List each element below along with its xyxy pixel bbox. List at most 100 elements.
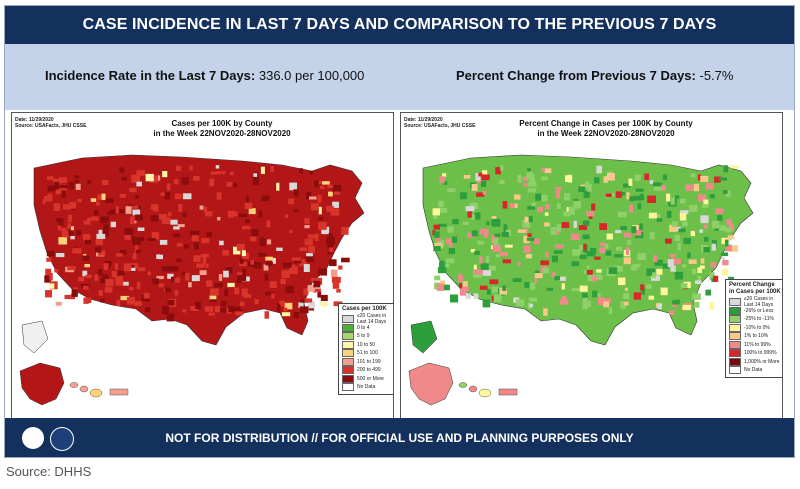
- county-cell: [263, 264, 269, 271]
- county-cell: [697, 174, 701, 181]
- county-cell: [336, 289, 341, 293]
- legend-swatch: [729, 332, 741, 341]
- county-cell: [624, 287, 628, 291]
- county-cell: [182, 212, 187, 218]
- county-cell: [167, 273, 174, 279]
- county-cell: [438, 200, 444, 208]
- county-cell: [318, 222, 327, 230]
- county-cell: [591, 203, 596, 211]
- county-cell: [579, 245, 584, 250]
- county-cell: [666, 210, 672, 218]
- county-cell: [473, 293, 479, 299]
- county-cell: [59, 177, 67, 183]
- county-cell: [134, 301, 142, 306]
- county-cell: [462, 286, 469, 292]
- guam-inset: [21, 320, 49, 354]
- county-cell: [524, 216, 529, 223]
- legend-item: 500 or More: [342, 374, 392, 384]
- county-cell: [69, 202, 77, 209]
- county-cell: [599, 223, 607, 230]
- legend-swatch: [729, 306, 741, 315]
- county-cell: [478, 172, 483, 177]
- county-cell: [100, 216, 109, 224]
- county-cell: [341, 226, 349, 235]
- county-cell: [162, 266, 172, 272]
- county-cell: [209, 295, 217, 300]
- county-cell: [700, 175, 709, 182]
- county-cell: [304, 239, 313, 246]
- county-cell: [326, 205, 334, 213]
- county-cell: [64, 230, 70, 238]
- county-cell: [327, 244, 333, 249]
- county-cell: [583, 191, 590, 198]
- county-cell: [206, 231, 212, 238]
- county-cell: [55, 253, 65, 258]
- county-cell: [434, 242, 443, 249]
- county-cell: [718, 177, 727, 181]
- county-cell: [308, 245, 315, 253]
- county-cell: [245, 195, 249, 203]
- county-cell: [322, 181, 330, 185]
- county-cell: [523, 235, 530, 244]
- county-cell: [586, 251, 596, 257]
- county-cell: [432, 208, 440, 216]
- county-cell: [202, 256, 207, 265]
- county-cell: [178, 203, 183, 212]
- county-cell: [629, 196, 635, 202]
- county-cell: [100, 298, 105, 303]
- county-cell: [254, 299, 259, 305]
- county-cell: [482, 190, 487, 195]
- legend-swatch: [342, 349, 354, 358]
- legend-label: 51 to 100: [357, 350, 378, 357]
- county-cell: [317, 181, 322, 184]
- county-cell: [244, 202, 253, 209]
- county-cell: [674, 271, 683, 280]
- county-cell: [435, 237, 442, 242]
- county-cell: [565, 175, 571, 182]
- county-cell: [228, 305, 235, 313]
- legend-swatch: [342, 323, 354, 332]
- hawaii-inset: [69, 382, 103, 398]
- county-cell: [129, 267, 136, 271]
- county-cell: [45, 268, 52, 276]
- county-cell: [523, 245, 531, 253]
- county-cell: [55, 187, 60, 195]
- incidence-rate-label: Incidence Rate in the Last 7 Days:: [45, 68, 256, 83]
- county-cell: [582, 234, 590, 240]
- county-cell: [131, 174, 141, 183]
- county-cell: [132, 253, 137, 260]
- county-cell: [713, 275, 719, 282]
- county-cell: [182, 309, 187, 313]
- county-cell: [158, 214, 167, 220]
- county-cell: [279, 300, 285, 307]
- county-cell: [162, 310, 169, 315]
- county-cell: [495, 254, 500, 258]
- county-cell: [161, 306, 169, 313]
- county-cell: [653, 185, 663, 191]
- county-cell: [116, 253, 123, 257]
- county-cell: [694, 280, 702, 284]
- county-cell: [341, 257, 350, 263]
- county-cell: [670, 197, 675, 205]
- county-cell: [320, 185, 325, 190]
- county-cell: [233, 184, 237, 188]
- county-cell: [728, 223, 734, 232]
- county-cell: [159, 239, 168, 245]
- county-cell: [470, 249, 476, 253]
- county-cell: [58, 237, 68, 245]
- county-cell: [100, 278, 105, 284]
- county-cell: [253, 173, 258, 180]
- county-cell: [258, 252, 267, 257]
- legend-title: Cases per 100K: [342, 306, 387, 312]
- county-cell: [336, 279, 340, 283]
- county-cell: [101, 179, 109, 186]
- county-cell: [145, 307, 151, 313]
- county-cell: [649, 180, 654, 184]
- county-cell: [115, 206, 119, 214]
- county-cell: [55, 301, 62, 306]
- county-cell: [534, 278, 538, 283]
- county-cell: [215, 165, 220, 169]
- county-cell: [119, 209, 125, 214]
- county-cell: [594, 256, 601, 260]
- county-cell: [556, 224, 561, 232]
